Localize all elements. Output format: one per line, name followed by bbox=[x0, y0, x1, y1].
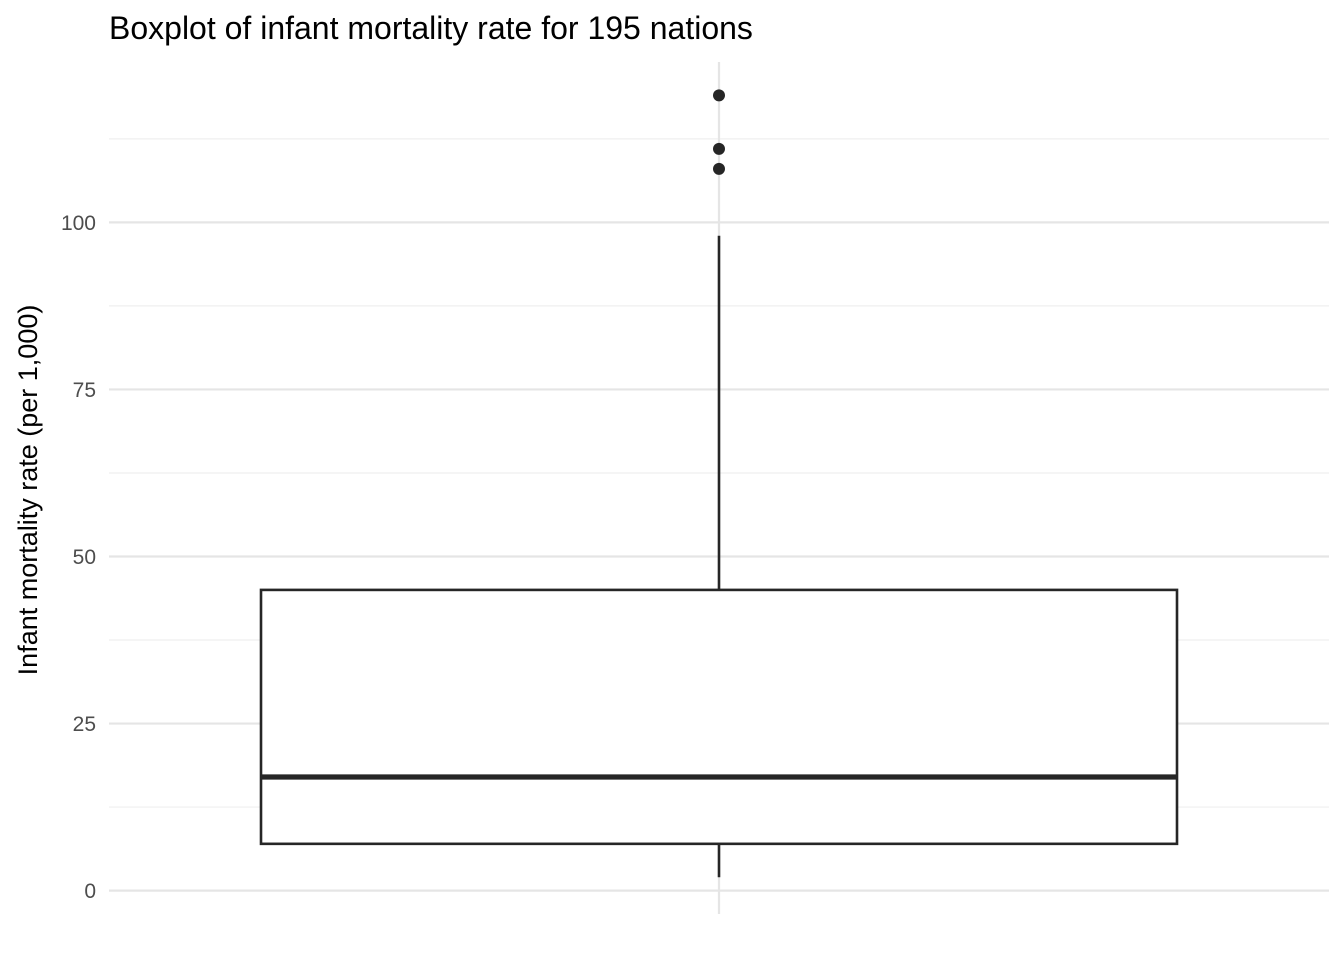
outlier-point-2 bbox=[713, 89, 725, 102]
outlier-point-0 bbox=[713, 162, 725, 175]
y-tick-label-3: 75 bbox=[73, 379, 96, 402]
outlier-point-1 bbox=[713, 142, 725, 155]
outlier-points bbox=[713, 89, 725, 175]
y-tick-label-4: 100 bbox=[61, 212, 96, 235]
y-tick-label-2: 50 bbox=[73, 546, 96, 569]
y-tick-label-1: 25 bbox=[73, 713, 96, 736]
chart-title: Boxplot of infant mortality rate for 195… bbox=[109, 10, 753, 46]
y-tick-labels: 0 25 50 75 100 bbox=[61, 212, 96, 903]
y-axis-label: Infant mortality rate (per 1,000) bbox=[13, 305, 43, 676]
interquartile-box bbox=[259, 588, 1179, 846]
y-tick-label-0: 0 bbox=[84, 880, 96, 903]
